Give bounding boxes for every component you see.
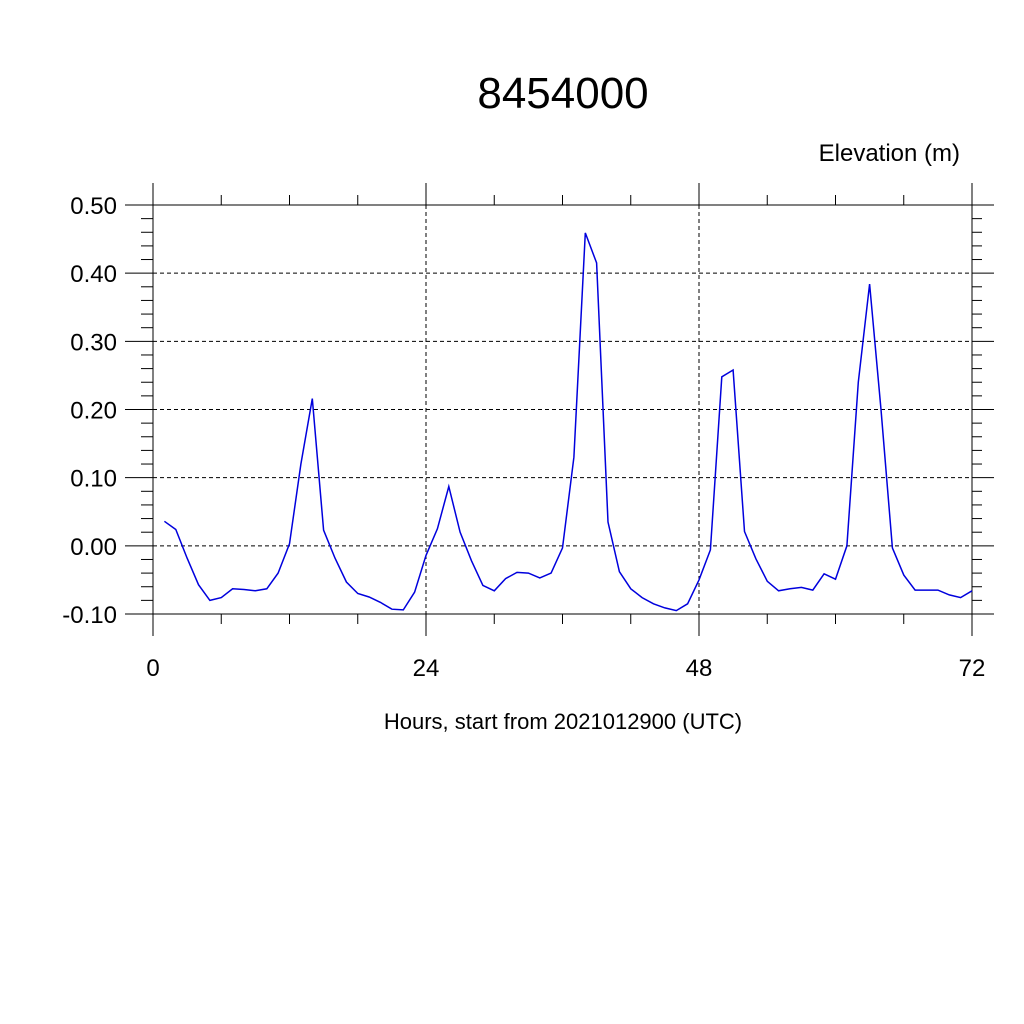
y-tick-label: 0.40 — [70, 261, 117, 288]
x-tick-label: 24 — [413, 655, 440, 682]
chart-title: 8454000 — [477, 69, 648, 118]
tick-labels: -0.10 0.00 0.10 0.20 0.30 0.40 0.50 0 24 48 72 — [62, 193, 985, 682]
axis-ticks — [125, 183, 994, 636]
y-tick-label: -0.10 — [62, 602, 117, 629]
gridlines — [153, 204, 972, 615]
y-tick-label: 0.50 — [70, 193, 117, 220]
y-tick-label: 0.10 — [70, 466, 117, 493]
y-tick-label: 0.00 — [70, 534, 117, 561]
y-tick-label: 0.30 — [70, 329, 117, 356]
x-tick-label: 72 — [959, 655, 986, 682]
x-tick-label: 48 — [686, 655, 713, 682]
plot-frame — [152, 204, 973, 615]
x-axis-label: Hours, start from 2021012900 (UTC) — [384, 709, 742, 734]
x-tick-label: 0 — [146, 655, 159, 682]
y-tick-label: 0.20 — [70, 398, 117, 425]
series-line — [163, 232, 973, 612]
y-axis-label: Elevation (m) — [819, 140, 960, 167]
